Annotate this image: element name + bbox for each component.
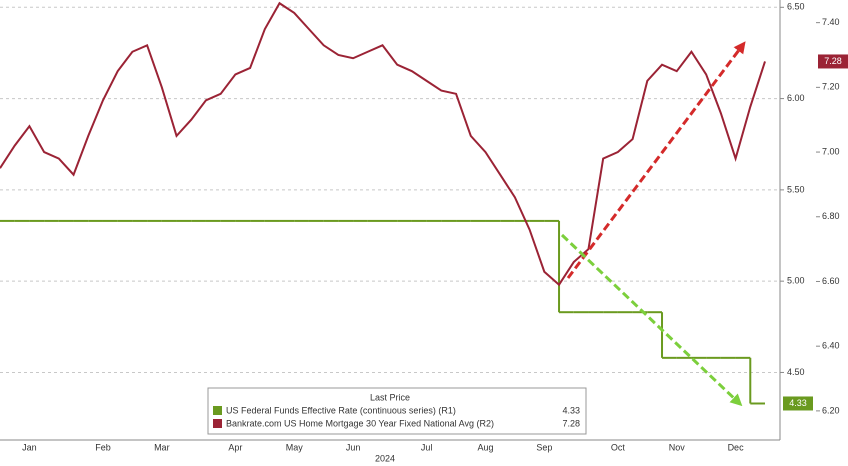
legend-box: [207, 387, 587, 435]
x-tick-label: Apr: [228, 442, 242, 452]
legend-swatch: [213, 406, 222, 415]
last-value-badge: [783, 396, 813, 411]
last-value-label: 7.28: [824, 56, 842, 66]
x-tick-label: Mar: [154, 442, 170, 452]
legend-label: Bankrate.com US Home Mortgage 30 Year Fi…: [226, 418, 494, 428]
x-tick-label: Dec: [728, 442, 745, 452]
legend: Last Price US Federal Funds Effective Ra…: [207, 387, 587, 435]
y-tick-label: 5.00: [787, 276, 805, 286]
x-tick-label: May: [286, 442, 304, 452]
annotation-arrow: [560, 233, 743, 407]
x-tick-label: Sep: [536, 442, 552, 452]
legend-title: Last Price: [370, 392, 410, 402]
y-tick-label: 6.00: [787, 93, 805, 103]
legend-label: US Federal Funds Effective Rate (continu…: [226, 405, 456, 415]
y2-tick-label: 7.00: [822, 146, 840, 156]
x-axis-label: 2024: [375, 453, 395, 463]
y2-tick-label: 7.20: [822, 82, 840, 92]
y2-tick-label: 6.60: [822, 276, 840, 286]
x-tick-label: Feb: [95, 442, 111, 452]
x-tick-label: Oct: [611, 442, 626, 452]
last-value-label: 4.33: [789, 398, 807, 408]
y-tick-label: 5.50: [787, 184, 805, 194]
legend-swatch: [213, 419, 222, 428]
x-tick-label: Jan: [22, 442, 37, 452]
x-tick-label: Jul: [421, 442, 433, 452]
legend-value: 4.33: [562, 405, 580, 415]
y-tick-label: 6.50: [787, 2, 805, 12]
x-tick-label: Aug: [477, 442, 493, 452]
y-tick-label: 4.50: [787, 367, 805, 377]
legend-value: 7.28: [562, 418, 580, 428]
x-tick-label: Jun: [346, 442, 361, 452]
y2-tick-label: 6.40: [822, 341, 840, 351]
x-tick-label: Nov: [669, 442, 686, 452]
y2-tick-label: 6.20: [822, 405, 840, 415]
line-series: [0, 1, 766, 287]
annotation-arrow: [566, 41, 746, 279]
y2-tick-label: 6.80: [822, 211, 840, 221]
last-value-badge: [818, 54, 848, 69]
y2-tick-label: 7.40: [822, 17, 840, 27]
